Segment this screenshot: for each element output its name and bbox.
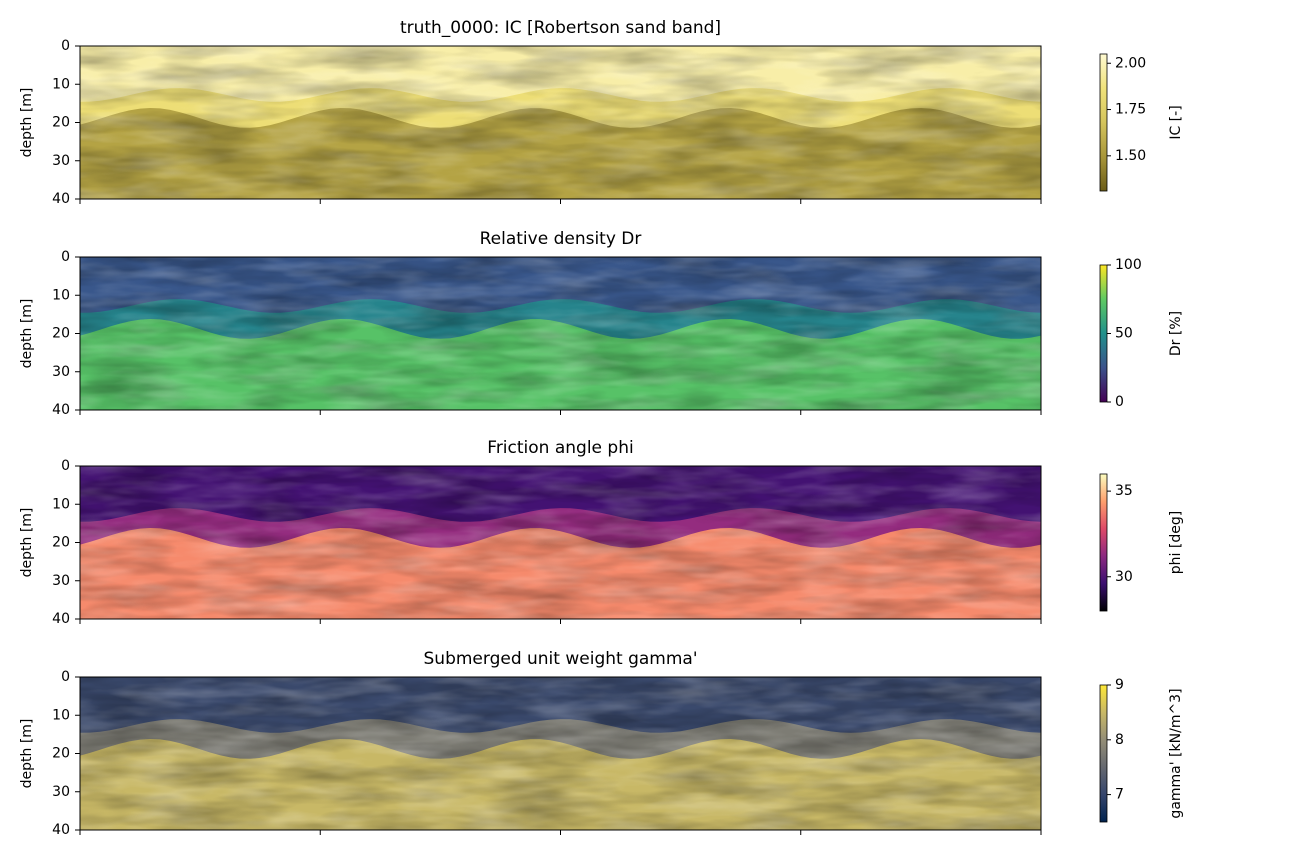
panel-title: Submerged unit weight gamma' [424, 649, 698, 669]
y-tick-label: 10 [52, 287, 70, 303]
texture-light [80, 257, 1041, 410]
y-tick-label: 0 [61, 38, 70, 54]
colorbar [1099, 264, 1108, 403]
panel-title: truth_0000: IC [Robertson sand band] [400, 18, 721, 38]
y-axis-label: depth [m] [19, 719, 35, 789]
y-axis-label: depth [m] [19, 88, 35, 158]
texture-light [80, 677, 1041, 830]
y-tick-label: 40 [52, 191, 70, 207]
y-axis-label: depth [m] [19, 299, 35, 369]
cbar-tick-label: 100 [1115, 257, 1142, 273]
heatmap [80, 257, 1041, 410]
colorbar [1099, 53, 1108, 192]
y-tick-label: 40 [52, 611, 70, 627]
colorbar [1099, 473, 1108, 612]
cbar-tick-label: 0 [1115, 394, 1124, 410]
y-tick-label: 30 [52, 573, 70, 589]
y-tick-label: 10 [52, 496, 70, 512]
y-tick-label: 30 [52, 153, 70, 169]
y-tick-label: 20 [52, 115, 70, 131]
heatmap [80, 466, 1041, 619]
colorbar [1099, 684, 1108, 823]
y-tick-label: 10 [52, 707, 70, 723]
texture-light [80, 46, 1041, 199]
texture-light [80, 466, 1041, 619]
heatmap [80, 677, 1041, 830]
heatmap [80, 46, 1041, 199]
cbar-tick-label: 1.50 [1115, 148, 1146, 164]
cbar-tick-label: 1.75 [1115, 102, 1146, 118]
panel-title: Relative density Dr [480, 229, 642, 249]
cbar-tick-label: 2.00 [1115, 55, 1146, 71]
cbar-tick-label: 35 [1115, 483, 1133, 499]
y-tick-label: 40 [52, 822, 70, 838]
cbar-tick-label: 9 [1115, 677, 1124, 693]
cbar-label: phi [deg] [1168, 511, 1184, 574]
cbar-tick-label: 50 [1115, 326, 1133, 342]
y-tick-label: 40 [52, 402, 70, 418]
y-tick-label: 30 [52, 784, 70, 800]
y-tick-label: 0 [61, 458, 70, 474]
y-tick-label: 20 [52, 535, 70, 551]
cbar-label: Dr [%] [1168, 311, 1184, 356]
cbar-label: IC [-] [1168, 105, 1184, 139]
cbar-label: gamma' [kN/m^3] [1168, 688, 1184, 818]
y-tick-label: 0 [61, 669, 70, 685]
y-tick-label: 20 [52, 746, 70, 762]
y-tick-label: 30 [52, 364, 70, 380]
panel-title: Friction angle phi [487, 438, 633, 458]
cbar-tick-label: 8 [1115, 732, 1124, 748]
y-tick-label: 10 [52, 76, 70, 92]
y-tick-label: 0 [61, 249, 70, 265]
y-axis-label: depth [m] [19, 508, 35, 578]
cbar-tick-label: 7 [1115, 787, 1124, 803]
cbar-tick-label: 30 [1115, 569, 1133, 585]
y-tick-label: 20 [52, 326, 70, 342]
